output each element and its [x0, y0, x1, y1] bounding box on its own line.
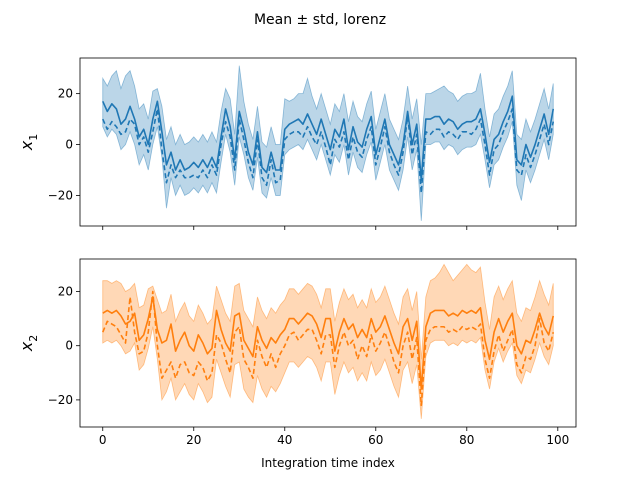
- y-axis-label-var: x: [17, 341, 36, 352]
- y-axis-label-x1: x1: [17, 134, 40, 151]
- figure-title: Mean ± std, lorenz: [254, 12, 386, 28]
- x-tick-label: 60: [368, 433, 383, 447]
- std-band: [102, 263, 554, 419]
- x-tick-label: 40: [277, 433, 292, 447]
- y-tick-label: 0: [65, 138, 73, 152]
- y-tick-label: 20: [58, 87, 73, 101]
- y-tick-label: −20: [48, 393, 73, 407]
- series-line-solid: [102, 296, 555, 390]
- series-line-solid: [102, 95, 555, 181]
- y-axis-label-sub: 2: [27, 335, 40, 342]
- x-tick-label: 100: [546, 433, 569, 447]
- x-axis-label: Integration time index: [261, 456, 395, 470]
- x-tick-label: 0: [99, 433, 107, 447]
- plot-panel-x1: −20 0 20 x1: [17, 57, 577, 230]
- y-axis-label-var: x: [17, 140, 36, 151]
- plot-panel-x2: 0 20 40 60 80 100 −20 0 20 x2 Integration time …: [17, 258, 577, 470]
- x-ticks: [102, 226, 559, 230]
- y-tick-label: 0: [65, 339, 73, 353]
- y-axis-label-sub: 1: [27, 134, 40, 141]
- y-axis-label-x2: x2: [17, 335, 40, 352]
- x-tick-label: 80: [459, 433, 474, 447]
- series-line-dashed: [102, 290, 555, 407]
- series-lines-layer: [102, 290, 555, 407]
- y-ticks: −20 0 20: [48, 285, 80, 407]
- x-tick-label: 20: [186, 433, 201, 447]
- axes-frame: [79, 258, 577, 428]
- axes-frame: [79, 57, 577, 227]
- y-tick-label: −20: [48, 188, 73, 202]
- x-ticks: 0 20 40 60 80 100: [99, 427, 569, 447]
- y-ticks: −20 0 20: [48, 87, 80, 202]
- series-lines-layer: [102, 95, 555, 194]
- y-tick-label: 20: [58, 285, 73, 299]
- std-band-layer: [102, 263, 554, 419]
